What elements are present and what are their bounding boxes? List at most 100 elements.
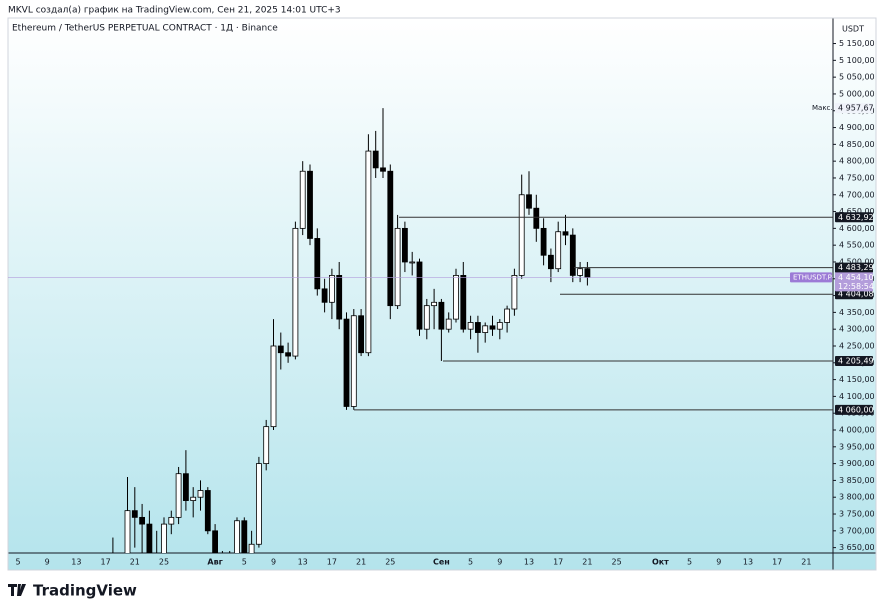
- y-tick-label: 4 550,00: [839, 241, 875, 250]
- candle-body-up: [168, 516, 175, 525]
- candle-body-down: [387, 170, 394, 307]
- candle-body-down: [380, 167, 386, 172]
- x-tick-label: 9: [497, 558, 502, 567]
- y-tick-label: 4 650,00: [839, 207, 875, 216]
- symbol-label: ETHUSDT.P: [793, 273, 832, 281]
- candle-body-up: [263, 426, 270, 465]
- candle-body-down: [401, 227, 408, 263]
- x-tick-label: 25: [612, 558, 622, 567]
- x-tick-label: 5: [15, 558, 20, 567]
- candle-body-down: [358, 315, 365, 354]
- level-badge: [835, 404, 873, 415]
- y-tick-label: 4 000,00: [839, 426, 875, 435]
- candle-body-up: [350, 315, 357, 407]
- candle-body-up: [394, 227, 401, 307]
- candle-body-up: [453, 275, 459, 320]
- y-tick-label: 4 900,00: [839, 123, 875, 132]
- candle-body-up: [511, 275, 518, 310]
- candle-body-down: [321, 288, 328, 303]
- y-tick-label: 4 700,00: [839, 190, 875, 199]
- x-tick-label: 17: [101, 558, 111, 567]
- x-tick-label: 21: [582, 558, 592, 567]
- x-tick-label: Сен: [433, 558, 450, 567]
- x-tick-label: 13: [524, 558, 534, 567]
- y-tick-label: 3 900,00: [839, 459, 875, 468]
- y-tick-label: 4 750,00: [839, 173, 875, 182]
- candle-body-down: [416, 261, 423, 330]
- candle-body-up: [577, 268, 583, 276]
- x-tick-label: 5: [242, 558, 247, 567]
- x-tick-label: 17: [772, 558, 782, 567]
- candle-body-down: [212, 530, 219, 553]
- x-tick-label: 25: [385, 558, 395, 567]
- candle-body-down: [241, 520, 248, 553]
- candle-body-down: [438, 301, 445, 330]
- candle-body-up: [299, 170, 306, 229]
- y-tick-label: 3 650,00: [839, 543, 875, 552]
- level-label: 4 404,08: [838, 290, 874, 299]
- candle-body-down: [562, 231, 569, 236]
- x-tick-label: 9: [271, 558, 276, 567]
- y-tick-label: 3 950,00: [839, 442, 875, 451]
- candle-body-up: [482, 325, 489, 333]
- candle-body-up: [365, 150, 372, 354]
- x-tick-label: Окт: [652, 558, 669, 567]
- candle-body-up: [518, 194, 525, 276]
- candle-body-down: [182, 473, 189, 501]
- x-tick-label: 25: [159, 558, 169, 567]
- candle-body-up: [175, 473, 182, 518]
- candle-body-down: [146, 523, 153, 553]
- level-badge: [835, 212, 873, 223]
- brand-name: TradingView: [33, 582, 137, 600]
- y-tick-label: 4 100,00: [839, 392, 875, 401]
- candle-body-down: [372, 150, 379, 169]
- candle-body-up: [431, 301, 438, 307]
- chart-frame: [7, 17, 877, 571]
- candle-body-down: [533, 207, 540, 229]
- candle-body-up: [409, 261, 416, 264]
- x-tick-label: 13: [743, 558, 753, 567]
- max-name: Макс.: [812, 104, 833, 112]
- level-badge: [835, 355, 873, 366]
- candle-body-up: [328, 275, 335, 303]
- x-tick-label: Авг: [207, 558, 222, 567]
- candle-body-up: [504, 308, 511, 323]
- candle-body-down: [307, 170, 313, 239]
- y-tick-label: 5 050,00: [839, 73, 875, 82]
- x-tick-label: 17: [553, 558, 563, 567]
- y-tick-label: 5 150,00: [839, 39, 875, 48]
- y-unit: USDT: [842, 25, 864, 34]
- candle-body-down: [277, 345, 284, 354]
- brand-logo: TradingView: [8, 582, 137, 600]
- y-tick-label: 4 350,00: [839, 308, 875, 317]
- y-tick-label: 4 250,00: [839, 341, 875, 350]
- y-tick-label: 4 600,00: [839, 224, 875, 233]
- level-label: 4 205,49: [838, 356, 874, 365]
- x-tick-label: 21: [130, 558, 140, 567]
- x-tick-label: 5: [687, 558, 692, 567]
- y-tick-label: 3 750,00: [839, 510, 875, 519]
- y-tick-label: 4 500,00: [839, 257, 875, 266]
- candle-body-down: [474, 322, 481, 333]
- logo-icon: [8, 584, 26, 596]
- y-tick-label: 3 800,00: [839, 493, 875, 502]
- x-tick-label: 21: [801, 558, 811, 567]
- candle-body-up: [555, 231, 562, 270]
- level-badge: [835, 289, 873, 300]
- candle-body-up: [190, 496, 197, 501]
- candle-body-down: [526, 194, 532, 209]
- candle-body-down: [204, 490, 211, 532]
- max-label: 4 957,67: [838, 104, 874, 113]
- level-badge: [835, 262, 873, 273]
- candle-body-up: [423, 305, 430, 330]
- candle-body-down: [336, 275, 343, 320]
- candle-body-up: [234, 520, 240, 553]
- x-tick-label: 13: [298, 558, 308, 567]
- candle-body-down: [548, 254, 554, 270]
- candle-body-down: [343, 318, 350, 407]
- candle-body-down: [139, 516, 146, 525]
- candle-body-up: [496, 322, 503, 330]
- x-tick-label: 5: [468, 558, 473, 567]
- candle-body-down: [314, 238, 321, 290]
